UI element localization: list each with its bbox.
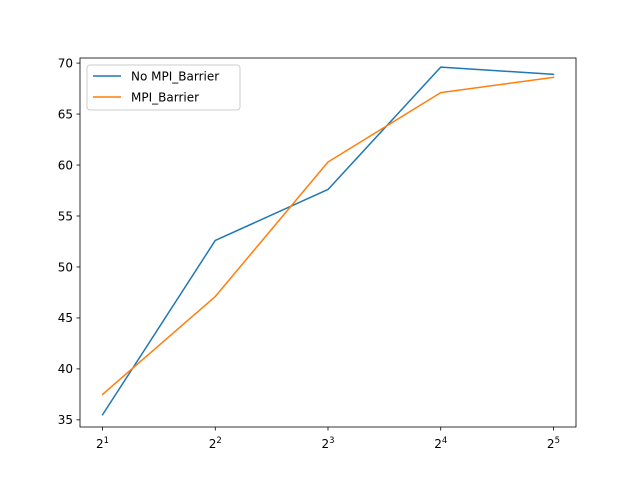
y-tick-label: 50	[58, 260, 73, 274]
legend-label: MPI_Barrier	[131, 91, 199, 105]
plot-area-frame	[79, 57, 577, 428]
y-tick-label: 65	[58, 107, 73, 121]
x-axis-ticks: 21 22 23 24 25	[96, 427, 560, 451]
legend-box	[86, 64, 241, 111]
plot-lines	[101, 66, 555, 416]
x-tick-label: 22	[209, 436, 222, 451]
x-tick-label: 24	[434, 436, 447, 451]
x-tick-label: 23	[321, 436, 334, 451]
legend: No MPI_Barrier MPI_Barrier	[86, 64, 241, 111]
series-line-2	[101, 76, 555, 396]
legend-label: No MPI_Barrier	[131, 70, 219, 84]
y-tick-label: 45	[58, 311, 73, 325]
x-tick-label: 21	[96, 436, 109, 451]
x-tick-label: 25	[547, 436, 560, 451]
y-tick-label: 35	[58, 413, 73, 427]
y-axis-ticks: 35 40 45 50 55 60 65 70	[58, 56, 80, 427]
y-tick-label: 70	[58, 56, 73, 70]
y-tick-label: 55	[58, 209, 73, 223]
y-tick-label: 40	[58, 362, 73, 376]
series-line-1	[101, 66, 555, 416]
y-tick-label: 60	[58, 158, 73, 172]
